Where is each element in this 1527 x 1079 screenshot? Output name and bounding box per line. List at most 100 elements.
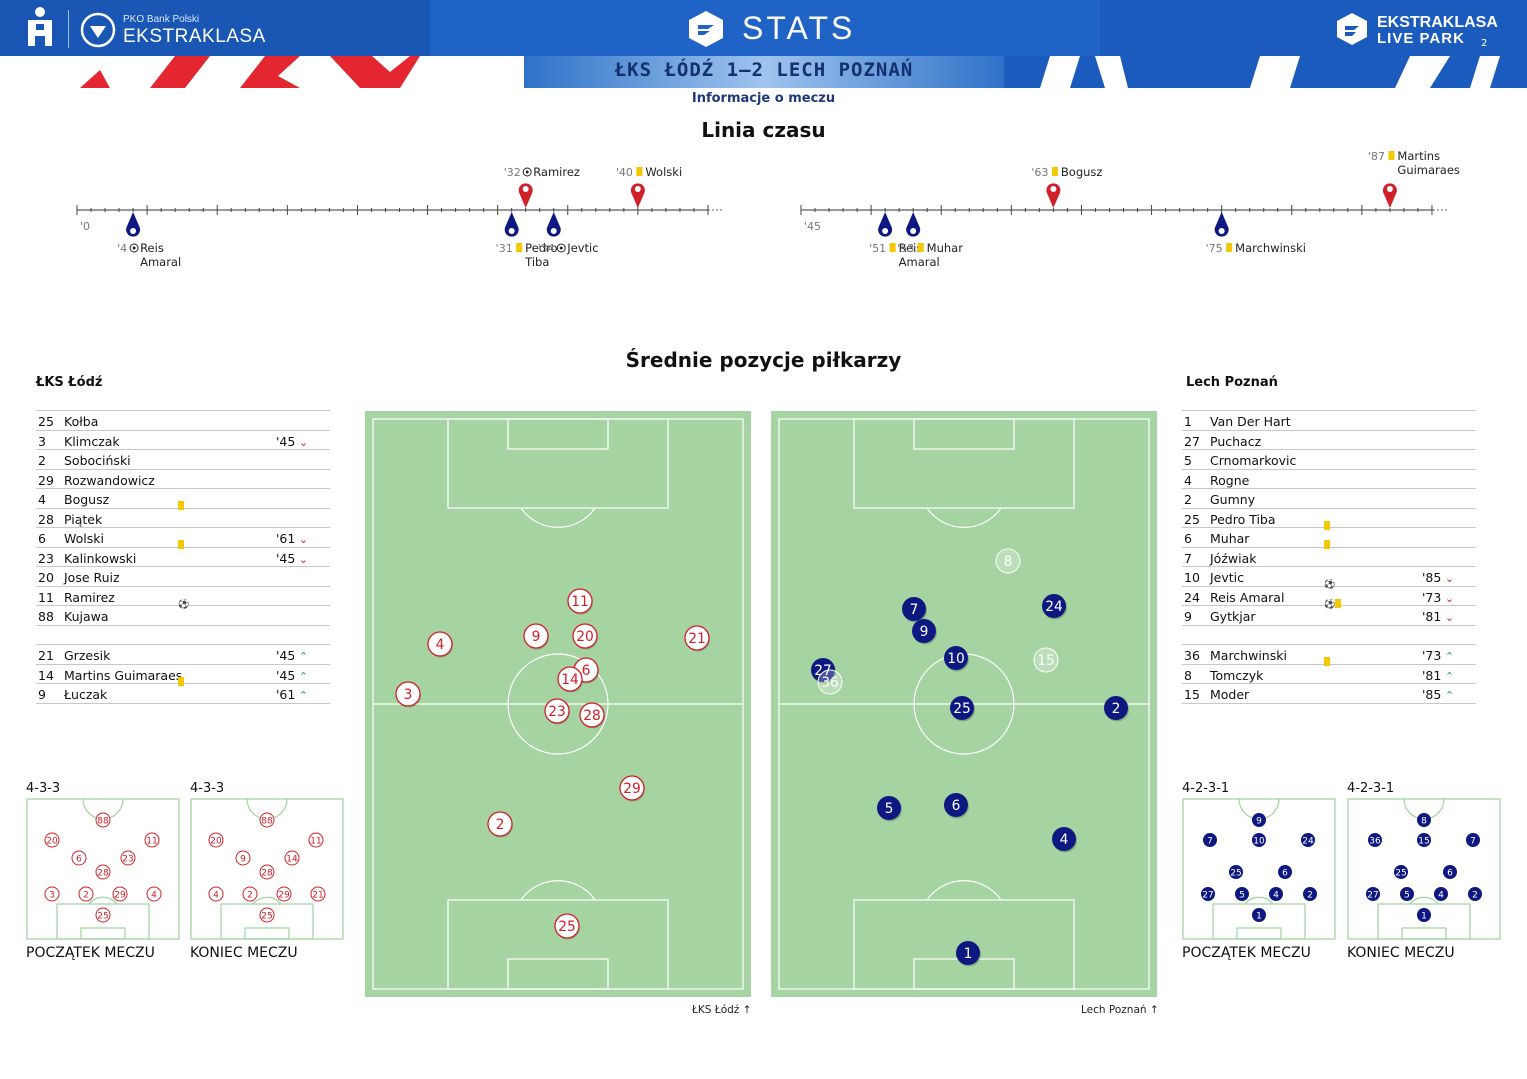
formation-player-marker[interactable]: 9	[1252, 813, 1266, 827]
player-position-marker[interactable]: 24	[1042, 594, 1067, 620]
formation-player-marker[interactable]: 10	[1252, 833, 1266, 847]
formation-player-marker[interactable]: 25	[259, 907, 275, 923]
formation-player-marker[interactable]: 1	[1417, 908, 1431, 922]
formation-player-marker[interactable]: 25	[95, 907, 111, 923]
roster-row[interactable]: 14 Martins Guimaraes '45 ⌃	[36, 665, 330, 686]
roster-row[interactable]: 11 Ramirez ⚽	[36, 587, 330, 610]
formation-player-marker[interactable]: 20	[208, 832, 224, 848]
formation-player-marker[interactable]: 6	[71, 850, 87, 866]
player-position-marker[interactable]: 9	[912, 619, 937, 645]
player-position-marker[interactable]: 4	[427, 631, 453, 658]
formation-player-marker[interactable]: 2	[1303, 887, 1317, 901]
roster-row[interactable]: 6 Wolski '61 ⌄	[36, 528, 330, 549]
formation-player-marker[interactable]: 5	[1400, 887, 1414, 901]
player-position-marker[interactable]: 15	[1033, 647, 1059, 673]
formation-player-marker[interactable]: 2	[1468, 887, 1482, 901]
roster-row[interactable]: 36 Marchwinski '73 ⌃	[1182, 645, 1476, 666]
formation-player-marker[interactable]: 5	[1235, 887, 1249, 901]
formation-player-marker[interactable]: 15	[1417, 833, 1431, 847]
formation-player-marker[interactable]: 2	[242, 886, 258, 902]
roster-row[interactable]: 10 Jevtic ⚽ '85 ⌄	[1182, 567, 1476, 590]
formation-player-marker[interactable]: 23	[120, 850, 136, 866]
roster-row[interactable]: 1 Van Der Hart	[1182, 411, 1476, 431]
player-position-marker[interactable]: 2	[1104, 696, 1129, 722]
roster-row[interactable]: 27 Puchacz	[1182, 431, 1476, 450]
player-position-marker[interactable]: 20	[572, 623, 598, 650]
roster-row[interactable]: 88 Kujawa	[36, 606, 330, 626]
player-position-marker[interactable]: 5	[877, 796, 902, 822]
formation-player-marker[interactable]: 7	[1466, 833, 1480, 847]
formation-player-marker[interactable]: 3	[44, 886, 60, 902]
formation-player-marker[interactable]: 28	[259, 864, 275, 880]
roster-row[interactable]: 5 Crnomarkovic	[1182, 450, 1476, 470]
formation-player-marker[interactable]: 11	[144, 832, 160, 848]
formation-player-marker[interactable]: 4	[208, 886, 224, 902]
player-position-marker[interactable]: 25	[950, 696, 975, 722]
roster-row[interactable]: 4 Rogne	[1182, 470, 1476, 489]
formation-player-marker[interactable]: 14	[284, 850, 300, 866]
roster-row[interactable]: 7 Jóźwiak	[1182, 548, 1476, 567]
roster-row[interactable]: 28 Piątek	[36, 509, 330, 528]
roster-row[interactable]: 2 Gumny	[1182, 489, 1476, 509]
formation-player-marker[interactable]: 21	[310, 886, 326, 902]
formation-player-marker[interactable]: 2	[78, 886, 94, 902]
formation-player-marker[interactable]: 8	[1417, 813, 1431, 827]
roster-row[interactable]: 6 Muhar	[1182, 528, 1476, 549]
player-position-marker[interactable]: 4	[1052, 827, 1077, 853]
roster-row[interactable]: 9 Gytkjar '81 ⌄	[1182, 606, 1476, 626]
player-position-marker[interactable]: 11	[567, 588, 593, 615]
formation-player-marker[interactable]: 20	[44, 832, 60, 848]
formation-player-marker[interactable]: 24	[1301, 833, 1315, 847]
formation-player-marker[interactable]: 27	[1366, 887, 1380, 901]
roster-row[interactable]: 20 Jose Ruiz	[36, 567, 330, 587]
player-position-marker[interactable]: 28	[579, 702, 605, 729]
formation-player-marker[interactable]: 25	[1229, 865, 1243, 879]
player-position-marker[interactable]: 1	[956, 941, 981, 967]
formation-player-marker[interactable]: 25	[1394, 865, 1408, 879]
player-position-marker[interactable]: 8	[995, 548, 1021, 574]
formation-player-marker[interactable]: 36	[1368, 833, 1382, 847]
formation-player-marker[interactable]: 7	[1203, 833, 1217, 847]
timeline-event-away[interactable]: '53 Muhar	[897, 212, 963, 255]
formation-player-marker[interactable]: 27	[1201, 887, 1215, 901]
timeline-event-away[interactable]: '34 Jevtic	[538, 212, 599, 255]
player-position-marker[interactable]: 10	[944, 646, 969, 672]
formation-player-marker[interactable]: 4	[1269, 887, 1283, 901]
roster-row[interactable]: 4 Bogusz	[36, 489, 330, 510]
formation-player-marker[interactable]: 4	[146, 886, 162, 902]
roster-row[interactable]: 15 Moder '85 ⌃	[1182, 684, 1476, 704]
formation-player-marker[interactable]: 9	[235, 850, 251, 866]
player-position-marker[interactable]: 21	[684, 625, 710, 652]
roster-row[interactable]: 29 Rozwandowicz	[36, 470, 330, 489]
roster-row[interactable]: 3 Klimczak '45 ⌄	[36, 431, 330, 450]
match-info-link[interactable]: Informacje o meczu	[691, 91, 836, 106]
timeline-event-home[interactable]: '63 Bogusz	[1031, 165, 1102, 208]
formation-player-marker[interactable]: 88	[95, 812, 111, 828]
roster-row[interactable]: 21 Grzesik '45 ⌃	[36, 645, 330, 665]
player-position-marker[interactable]: 6	[944, 793, 969, 819]
player-position-marker[interactable]: 14	[557, 666, 583, 693]
formation-player-marker[interactable]: 6	[1278, 865, 1292, 879]
formation-player-marker[interactable]: 88	[259, 812, 275, 828]
roster-row[interactable]: 9 Łuczak '61 ⌃	[36, 684, 330, 704]
formation-player-marker[interactable]: 1	[1252, 908, 1266, 922]
formation-player-marker[interactable]: 28	[95, 864, 111, 880]
timeline-event-away[interactable]: '75 Marchwinski	[1206, 212, 1306, 255]
player-position-marker[interactable]: 7	[902, 597, 927, 623]
formation-player-marker[interactable]: 29	[112, 886, 128, 902]
player-position-marker[interactable]: 25	[554, 913, 580, 940]
roster-row[interactable]: 23 Kalinkowski '45 ⌄	[36, 548, 330, 567]
player-position-marker[interactable]: 2	[487, 811, 513, 838]
roster-row[interactable]: 8 Tomczyk '81 ⌃	[1182, 665, 1476, 684]
roster-row[interactable]: 2 Sobociński	[36, 450, 330, 470]
player-position-marker[interactable]: 29	[619, 775, 645, 802]
player-position-marker[interactable]: 36	[817, 669, 843, 695]
formation-player-marker[interactable]: 4	[1434, 887, 1448, 901]
timeline-event-home[interactable]: '32 Ramirez	[504, 165, 580, 208]
formation-player-marker[interactable]: 29	[276, 886, 292, 902]
player-position-marker[interactable]: 23	[544, 698, 570, 725]
